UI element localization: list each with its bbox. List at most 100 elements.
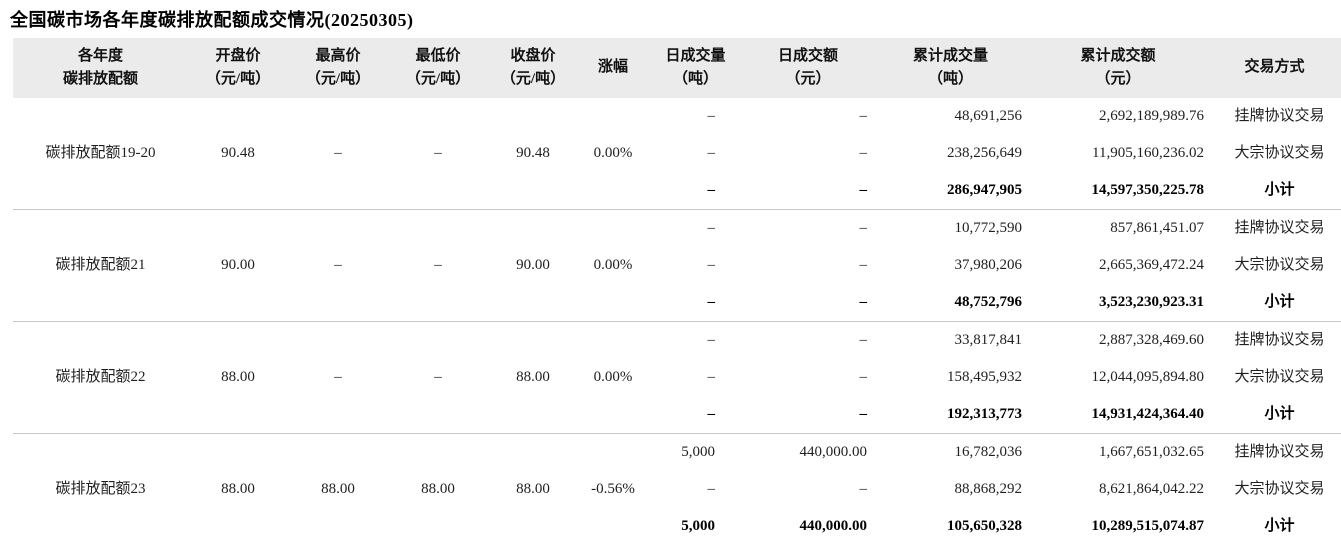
- cell-daily_amount: –: [859, 257, 868, 274]
- cell-method: 大宗协议交易: [1234, 481, 1325, 498]
- cell-close: 90.00: [516, 257, 550, 274]
- cell-low: –: [434, 369, 442, 386]
- column-header-method: 交易方式: [1208, 38, 1341, 98]
- cell-daily_volume: –: [707, 369, 716, 386]
- cell-cum_amount: 11,905,160,236.02: [1092, 145, 1204, 162]
- table-row: – – 158,495,932 12,044,095,894.80 大宗协议交易: [13, 359, 1341, 396]
- cell-cum_volume: 37,980,206: [954, 257, 1023, 274]
- cell-high: –: [334, 145, 342, 162]
- cell-daily_volume: –: [707, 294, 716, 311]
- cell-method: 挂牌协议交易: [1234, 108, 1325, 125]
- cell-low: –: [434, 257, 442, 274]
- cell-daily_volume: –: [707, 257, 716, 274]
- cell-method: 大宗协议交易: [1234, 257, 1325, 274]
- cell-cum_amount: 12,044,095,894.80: [1091, 369, 1205, 386]
- column-header-daily_volume: 日成交量 （吨）: [648, 38, 743, 98]
- cell-daily_amount: –: [859, 182, 868, 199]
- cell-name: 碳排放配额23: [55, 481, 146, 498]
- column-header-daily_amount: 日成交额 （元）: [743, 38, 873, 98]
- cell-low: 88.00: [421, 481, 455, 498]
- table-header-row: 各年度 碳排放配额 开盘价 （元/吨） 最高价 （元/吨） 最低价 （元/吨） 收盘价 …: [13, 38, 1341, 98]
- cell-name: 碳排放配额21: [55, 257, 146, 274]
- cell-close: 90.48: [516, 145, 550, 162]
- cell-daily_volume: –: [707, 406, 716, 423]
- cell-high: –: [334, 257, 342, 274]
- cell-daily_volume: –: [707, 332, 716, 349]
- column-header-cum_amount: 累计成交额 （元）: [1028, 38, 1208, 98]
- cell-cum_amount: 14,931,424,364.40: [1091, 406, 1205, 423]
- cell-daily_amount: –: [859, 369, 868, 386]
- cell-daily_amount: –: [859, 108, 868, 125]
- cell-close: 88.00: [516, 481, 550, 498]
- cell-daily_amount: –: [859, 332, 868, 349]
- cell-cum_amount: 2,887,328,469.60: [1099, 332, 1204, 349]
- subtotal-row: 5,000 440,000.00 105,650,328 10,289,515,074…: [13, 508, 1341, 545]
- cell-daily_volume: –: [707, 145, 716, 162]
- table-row: 碳排放配额22 88.00 – – 88.00 0.00% – – 33,817,841 2,88…: [13, 322, 1341, 385]
- subtotal-row: – – 48,752,796 3,523,230,923.31 小计: [13, 284, 1341, 321]
- cell-cum_amount: 8,621,864,042.22: [1099, 481, 1204, 498]
- cell-cum_amount: 3,523,230,923.31: [1099, 294, 1204, 311]
- cell-daily_amount: –: [859, 406, 868, 423]
- column-header-high: 最高价 （元/吨）: [288, 38, 388, 98]
- cell-cum_volume: 16,782,036: [954, 444, 1023, 461]
- cell-cum_volume: 10,772,590: [954, 220, 1023, 237]
- cell-daily_volume: –: [707, 220, 716, 237]
- column-header-cum_volume: 累计成交量 （吨）: [873, 38, 1028, 98]
- cell-change: 0.00%: [593, 369, 633, 386]
- cell-cum_volume: 286,947,905: [947, 182, 1022, 199]
- cell-cum_volume: 158,495,932: [947, 369, 1022, 386]
- cell-method: 挂牌协议交易: [1234, 220, 1325, 237]
- cell-cum_amount: 2,692,189,989.76: [1099, 108, 1204, 125]
- cell-name: 碳排放配额22: [55, 369, 146, 386]
- cell-daily_amount: 440,000.00: [799, 444, 868, 461]
- table-header: 各年度 碳排放配额 开盘价 （元/吨） 最高价 （元/吨） 最低价 （元/吨） 收盘价 …: [13, 38, 1341, 98]
- cell-daily_amount: –: [859, 481, 868, 498]
- cell-cum_volume: 238,256,649: [947, 145, 1022, 162]
- cell-cum_volume: 192,313,773: [947, 406, 1022, 423]
- quota-block-碳排放配额23: 碳排放配额23 88.00 88.00 88.00 88.00 -0.56% 5,000 44…: [13, 434, 1341, 546]
- page-title: 全国碳市场各年度碳排放配额成交情况(20250305): [10, 10, 414, 30]
- subtotal-row: – – 286,947,905 14,597,350,225.78 小计: [13, 173, 1341, 210]
- carbon-market-report-page: 全国碳市场各年度碳排放配额成交情况(20250305) 各年度 碳排放配额 开盘价…: [0, 6, 1341, 546]
- cell-close: 88.00: [516, 369, 550, 386]
- cell-daily_amount: 440,000.00: [799, 518, 868, 535]
- cell-method: 挂牌协议交易: [1234, 332, 1325, 349]
- column-header-low: 最低价 （元/吨）: [388, 38, 488, 98]
- table-row: 碳排放配额19-20 90.48 – – 90.48 0.00% – – 48,691,256 2…: [13, 98, 1341, 161]
- cell-cum_volume: 33,817,841: [954, 332, 1023, 349]
- column-header-open: 开盘价 （元/吨）: [188, 38, 288, 98]
- cell-method: 小计: [1264, 182, 1295, 199]
- cell-open: 88.00: [221, 369, 255, 386]
- cell-low: –: [434, 145, 442, 162]
- cell-cum_volume: 105,650,328: [947, 518, 1022, 535]
- column-header-close: 收盘价 （元/吨）: [488, 38, 578, 98]
- carbon-quota-table: 各年度 碳排放配额 开盘价 （元/吨） 最高价 （元/吨） 最低价 （元/吨） 收盘价 …: [13, 38, 1341, 546]
- cell-open: 90.48: [221, 145, 255, 162]
- cell-high: –: [334, 369, 342, 386]
- cell-cum_amount: 1,667,651,032.65: [1099, 444, 1204, 461]
- table-row: 碳排放配额21 90.00 – – 90.00 0.00% – – 10,772,590 857,…: [13, 210, 1341, 273]
- quota-block-碳排放配额19-20: 碳排放配额19-20 90.48 – – 90.48 0.00% – – 48,691,256 2…: [13, 98, 1341, 210]
- cell-cum_amount: 857,861,451.07: [1110, 220, 1204, 237]
- cell-cum_volume: 48,752,796: [954, 294, 1023, 311]
- cell-method: 小计: [1264, 406, 1295, 423]
- column-header-change: 涨幅: [578, 38, 648, 98]
- cell-name: 碳排放配额19-20: [45, 145, 156, 162]
- cell-daily_amount: –: [859, 294, 868, 311]
- table-row: 碳排放配额23 88.00 88.00 88.00 88.00 -0.56% 5,000 44…: [13, 434, 1341, 497]
- cell-method: 小计: [1264, 294, 1295, 311]
- cell-daily_volume: 5,000: [681, 518, 715, 535]
- cell-cum_amount: 2,665,369,472.24: [1099, 257, 1204, 274]
- cell-high: 88.00: [321, 481, 355, 498]
- cell-daily_amount: –: [859, 220, 868, 237]
- cell-open: 88.00: [221, 481, 255, 498]
- cell-cum_amount: 14,597,350,225.78: [1091, 182, 1205, 199]
- quota-block-碳排放配额21: 碳排放配额21 90.00 – – 90.00 0.00% – – 10,772,590 857,…: [13, 210, 1341, 322]
- cell-cum_volume: 48,691,256: [954, 108, 1023, 125]
- cell-method: 挂牌协议交易: [1234, 444, 1325, 461]
- cell-change: -0.56%: [591, 481, 635, 498]
- cell-daily_amount: –: [859, 145, 868, 162]
- cell-change: 0.00%: [593, 257, 633, 274]
- cell-change: 0.00%: [593, 145, 633, 162]
